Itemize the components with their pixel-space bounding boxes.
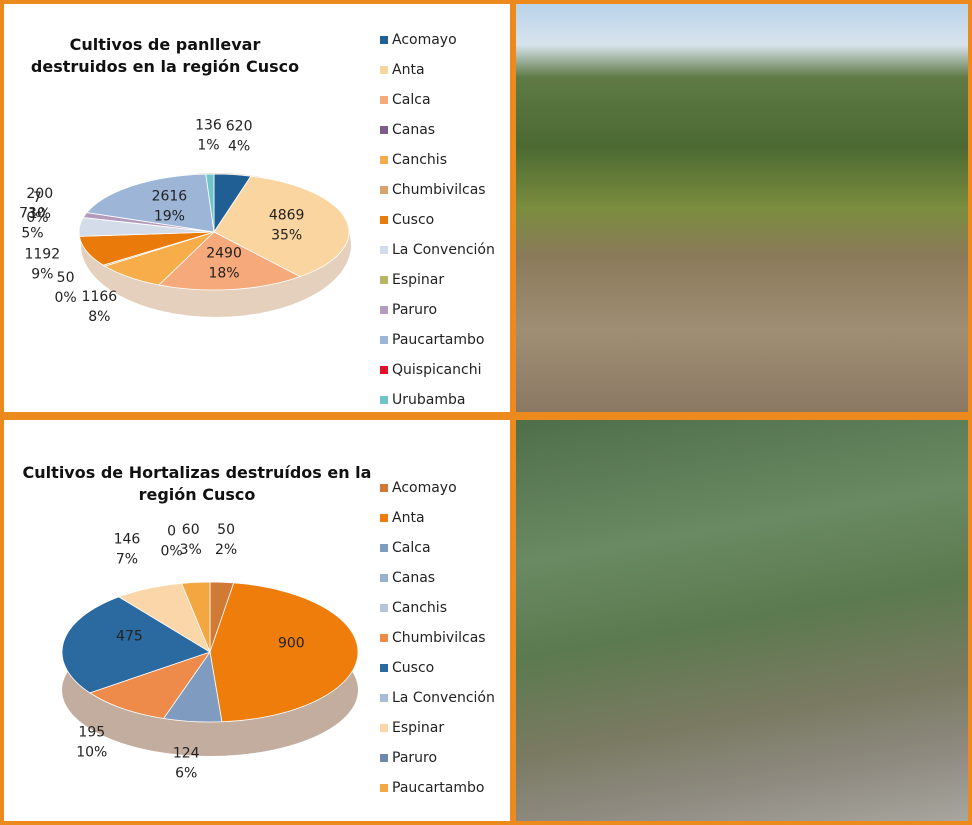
pie-slice bbox=[88, 651, 212, 719]
data-label: 60 bbox=[182, 522, 200, 538]
legend-swatch bbox=[380, 396, 388, 404]
data-label: 730 bbox=[19, 206, 46, 222]
legend-label: Espinar bbox=[392, 720, 444, 736]
pie-slice bbox=[86, 173, 215, 233]
legend-swatch bbox=[380, 186, 388, 194]
legend-label: Acomayo bbox=[392, 32, 457, 48]
data-label: 9% bbox=[31, 266, 53, 282]
legend-label: Paruro bbox=[392, 302, 437, 318]
legend-label: Espinar bbox=[392, 272, 444, 288]
data-label: 620 bbox=[226, 119, 253, 135]
legend-label: Chumbivilcas bbox=[392, 182, 486, 198]
data-label: 35% bbox=[271, 227, 302, 243]
chart-title: Cultivos de panllevar destruidos en la r… bbox=[30, 35, 300, 76]
data-label: 0% bbox=[54, 290, 76, 306]
legend-label: Calca bbox=[392, 92, 431, 108]
data-label: 1166 bbox=[82, 289, 118, 305]
legend-label: Canchis bbox=[392, 152, 447, 168]
data-label: 1192 bbox=[24, 246, 60, 262]
legend-swatch bbox=[380, 544, 388, 552]
pie-slice bbox=[205, 173, 215, 233]
pie-slice bbox=[61, 596, 211, 694]
legend-label: Canas bbox=[392, 570, 435, 586]
legend-swatch bbox=[380, 754, 388, 762]
data-label: 1% bbox=[197, 138, 219, 154]
pie-slice bbox=[209, 582, 359, 723]
photo-valley bbox=[512, 416, 972, 825]
legend-swatch bbox=[380, 694, 388, 702]
legend-label: Anta bbox=[392, 510, 425, 526]
legend-swatch bbox=[380, 634, 388, 642]
legend-swatch bbox=[380, 574, 388, 582]
legend-swatch bbox=[380, 306, 388, 314]
data-label: 475 bbox=[116, 629, 143, 645]
data-label: 3% bbox=[180, 542, 202, 558]
data-label: 19% bbox=[154, 209, 185, 225]
data-label: 5% bbox=[21, 226, 43, 242]
data-label: 4869 bbox=[269, 207, 305, 223]
legend-swatch bbox=[380, 156, 388, 164]
data-label: 8% bbox=[88, 309, 110, 325]
pie-slice bbox=[180, 581, 211, 653]
legend-label: Quispicanchi bbox=[392, 362, 481, 378]
legend-swatch bbox=[380, 484, 388, 492]
legend-swatch bbox=[380, 276, 388, 284]
data-label: 2616 bbox=[152, 189, 188, 205]
legend-label: Canchis bbox=[392, 600, 447, 616]
legend-swatch bbox=[380, 664, 388, 672]
legend-label: La Convención bbox=[392, 242, 495, 258]
data-label: 4% bbox=[228, 139, 250, 155]
legend-swatch bbox=[380, 784, 388, 792]
data-label: 0 bbox=[167, 524, 176, 540]
legend-swatch bbox=[380, 66, 388, 74]
data-label: 1% bbox=[29, 206, 51, 222]
legend-swatch bbox=[380, 366, 388, 374]
data-label: 2% bbox=[215, 542, 237, 558]
legend-label: Acomayo bbox=[392, 480, 457, 496]
legend-label: Paruro bbox=[392, 750, 437, 766]
data-label: 7 bbox=[33, 190, 42, 206]
photo-flooded-field bbox=[512, 0, 972, 416]
data-label: 50 bbox=[57, 270, 75, 286]
data-label: 195 bbox=[78, 725, 105, 741]
legend-label: Paucartambo bbox=[392, 780, 484, 796]
legend-swatch bbox=[380, 336, 388, 344]
pie-slice bbox=[213, 175, 350, 278]
legend-swatch bbox=[380, 604, 388, 612]
legend-swatch bbox=[380, 126, 388, 134]
legend-label: Cusco bbox=[392, 212, 434, 228]
legend-label: Canas bbox=[392, 122, 435, 138]
legend-label: Calca bbox=[392, 540, 431, 556]
chart-title: Cultivos de Hortalizas destruídos en la … bbox=[22, 463, 372, 504]
data-label: 50 bbox=[217, 522, 235, 538]
data-label: 0% bbox=[161, 544, 183, 560]
data-label: 0% bbox=[26, 210, 48, 226]
legend-swatch bbox=[380, 724, 388, 732]
data-label: 146 bbox=[114, 532, 141, 548]
legend-label: Urubamba bbox=[392, 392, 465, 408]
pie-slice bbox=[158, 231, 302, 291]
legend-label: Anta bbox=[392, 62, 425, 78]
data-label: 2490 bbox=[206, 246, 242, 262]
legend-label: La Convención bbox=[392, 690, 495, 706]
data-label: 136 bbox=[195, 118, 222, 134]
data-label: 7% bbox=[116, 552, 138, 568]
data-label: 124 bbox=[173, 746, 200, 762]
data-label: 6% bbox=[175, 766, 197, 782]
legend-label: Paucartambo bbox=[392, 332, 484, 348]
legend-swatch bbox=[380, 96, 388, 104]
legend-swatch bbox=[380, 246, 388, 254]
data-label: 10% bbox=[76, 745, 107, 761]
legend-label: Cusco bbox=[392, 660, 434, 676]
legend-swatch bbox=[380, 36, 388, 44]
legend-label: Chumbivilcas bbox=[392, 630, 486, 646]
legend-swatch bbox=[380, 216, 388, 224]
data-label: 900 bbox=[278, 636, 305, 652]
data-label: 18% bbox=[208, 266, 239, 282]
data-label: 200 bbox=[26, 186, 53, 202]
legend-swatch bbox=[380, 514, 388, 522]
